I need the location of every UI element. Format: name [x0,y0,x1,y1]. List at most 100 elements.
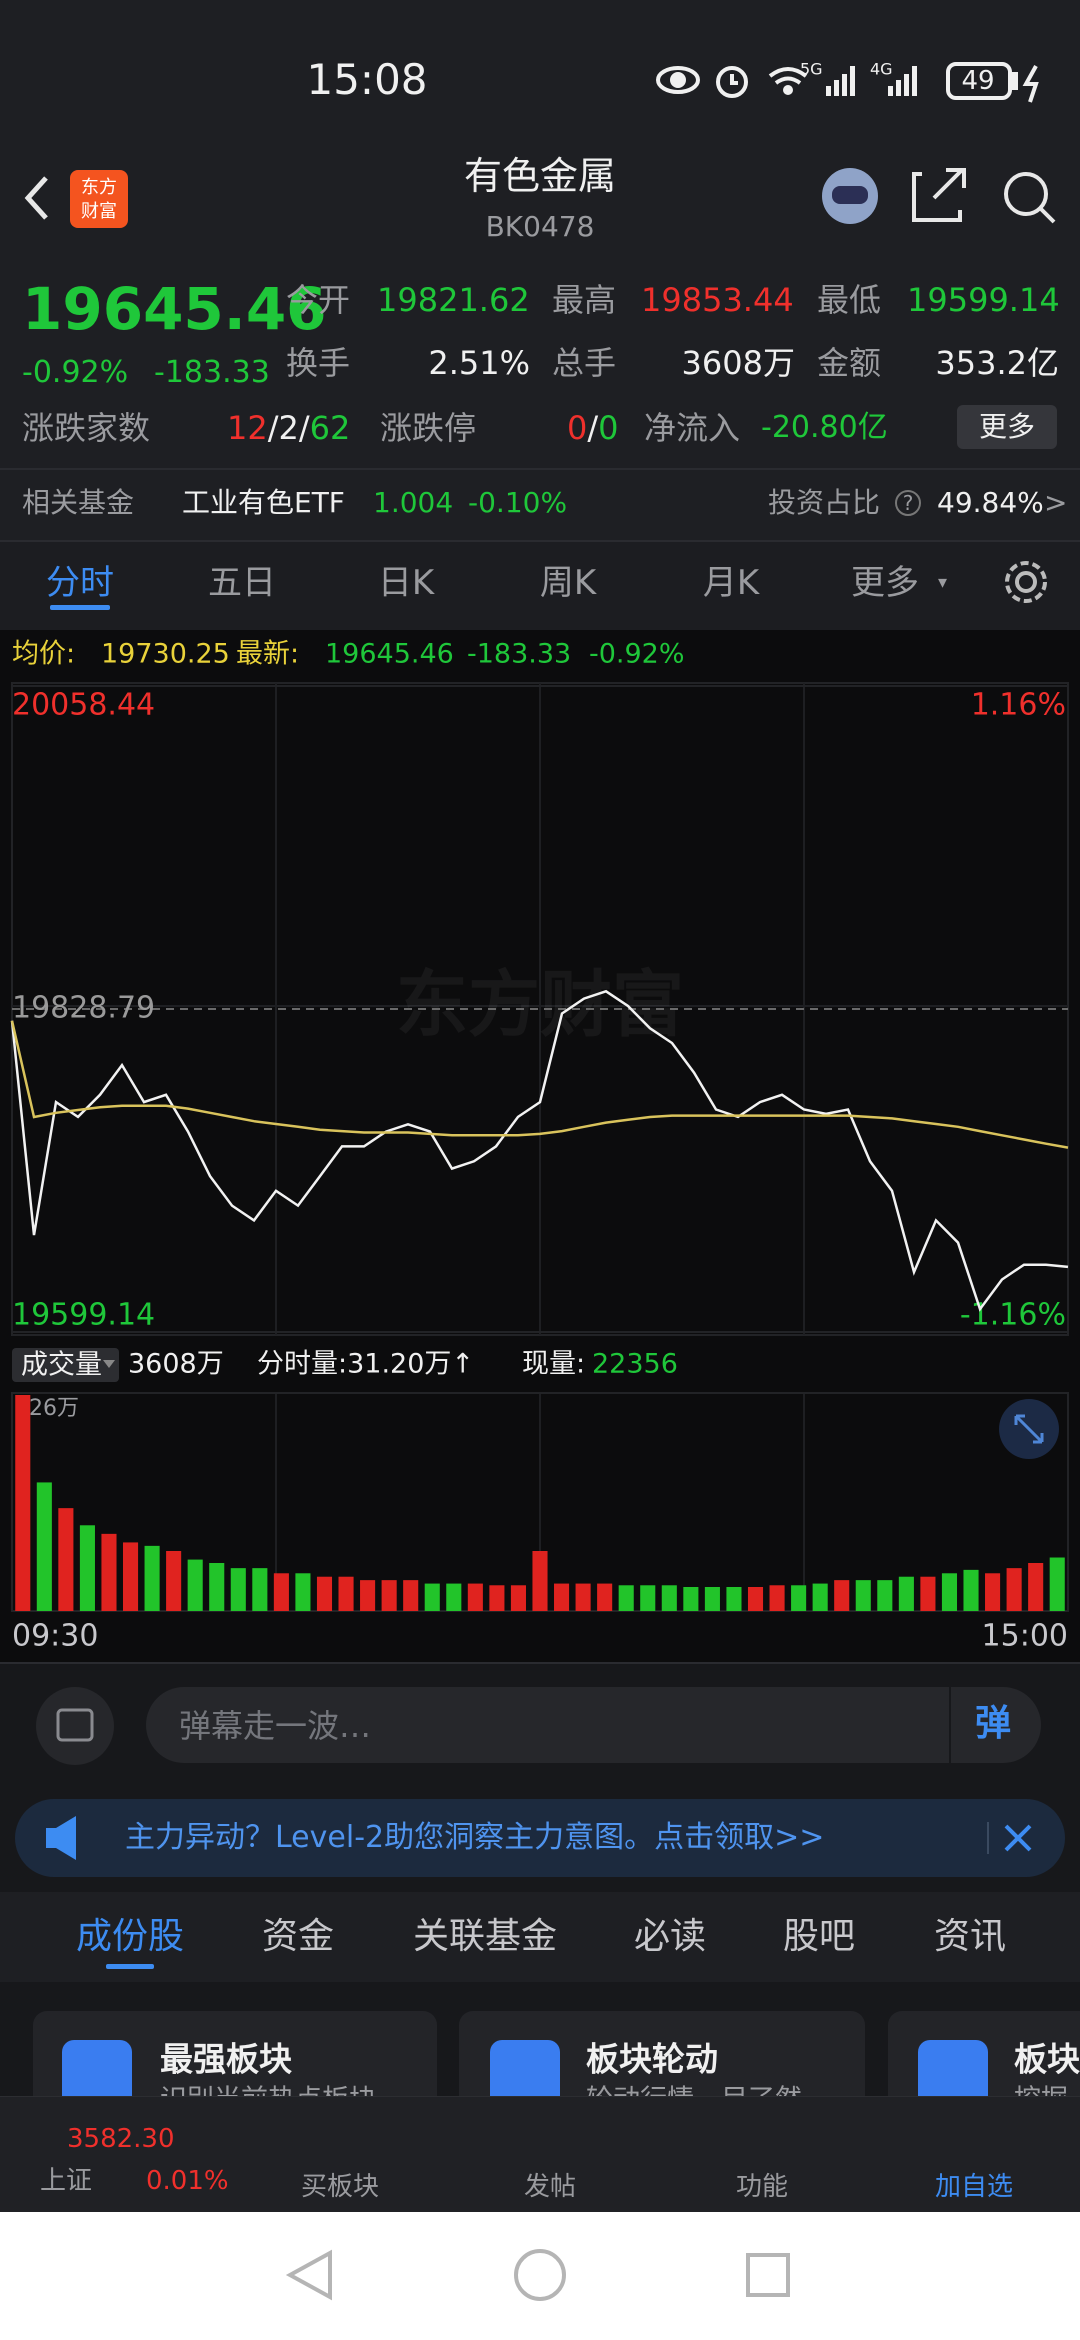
danmaku-button[interactable]: 弹 [974,1703,1012,1744]
volume-bar [683,1587,699,1611]
back-icon [24,176,48,220]
nav-item[interactable]: 功能 [735,2172,789,2202]
volume-bar [877,1580,893,1611]
robot-face [832,186,868,204]
volume-selector[interactable]: 成交量 [21,1349,102,1381]
stat-value: 2.51% [428,344,530,382]
volume-bar [834,1580,850,1611]
last-change-pct: -0.92% [589,638,685,670]
volume-bar [855,1580,871,1611]
volume-bar [941,1573,958,1611]
nav-item[interactable]: 加自选 [934,2172,1014,2202]
volume-bar [316,1576,333,1611]
volume-bar [726,1587,742,1611]
tab[interactable]: 月K [702,563,760,603]
card-icon [490,2040,560,2110]
volume-bar [230,1568,246,1611]
section-tab[interactable]: 关联基金 [412,1916,558,1957]
more-button[interactable]: 更多 [956,405,1058,449]
card-title: 板块 [1014,2039,1080,2079]
volume-bar [403,1580,419,1611]
y-tick-label: 19828.79 [12,991,155,1026]
last-value: 19645.46 [325,638,454,670]
banner-text[interactable]: 主力异动？Level-2助您洞察主力意图。点击领取>> [125,1820,825,1855]
volume-bar [187,1559,203,1611]
nav-item[interactable]: 买板块 [300,2172,380,2202]
y2-tick-label: -1.16% [960,1298,1066,1333]
fund-label: 相关基金 [22,486,135,519]
section-tab[interactable]: 股吧 [782,1916,856,1957]
nav-back[interactable] [285,2249,332,2301]
down-count: 62 [309,409,351,447]
volume-bar [597,1583,613,1611]
section-tab[interactable]: 成份股 [75,1916,185,1957]
separator: / [267,409,279,447]
volume-bar [963,1569,979,1611]
divider [0,468,1080,470]
comment-input[interactable] [146,1687,1041,1763]
volume-bar [209,1563,225,1611]
section-tab[interactable]: 必读 [633,1916,707,1957]
volume-bar [554,1583,570,1611]
volume-bar [985,1573,1001,1611]
stat-label: 今开 [286,281,351,319]
volume-bar [769,1585,785,1611]
tab[interactable]: 五日 [208,563,276,603]
last-label: 最新: [236,638,300,670]
tab-arrow: ▾ [938,572,948,593]
volume-total: 3608万 [128,1348,224,1380]
fund-name[interactable]: 工业有色ETF [182,486,345,519]
danmaku-toggle[interactable] [36,1687,114,1765]
danmaku-icon [56,1708,94,1742]
volume-bar [704,1587,720,1611]
chart-frame-verticals [12,683,1068,1611]
dropdown-arrow [103,1360,115,1368]
section-tab[interactable]: 资讯 [933,1916,1007,1957]
page-title: 有色金属 [463,154,617,198]
change-pct: -0.92% [22,355,129,390]
avg-value: 19730.25 [101,638,230,670]
up-count: 12 [227,409,268,447]
nav-home[interactable] [514,2249,566,2301]
close-icon[interactable] [1004,1824,1032,1852]
tab[interactable]: 日K [377,563,435,603]
tab[interactable]: 分时 [46,563,114,603]
volume-bar [79,1525,95,1611]
stat-label: 净流入 [644,409,741,447]
current-volume: 22356 [592,1348,678,1380]
x-tick-label: 15:00 [982,1619,1068,1654]
status-icons [656,62,1039,103]
y2-tick-label: 1.16% [971,688,1066,723]
stat-value: 3608万 [681,344,795,382]
tab[interactable]: 周K [539,563,597,603]
fund-price: 1.004 [373,486,454,519]
tab[interactable]: 更多 [851,563,919,603]
volume-bar [510,1585,526,1611]
logo-text: 财富 [81,201,117,222]
stat-label: 最低 [817,281,882,319]
system-nav-bg [0,2211,1080,2340]
index-change: 0.01% [146,2166,229,2196]
price-line [10,1020,1069,1149]
volume-selector-box [12,1348,119,1382]
card-icon [918,2040,988,2110]
current-label: 现量: [522,1348,586,1380]
nav-item[interactable]: 发帖 [523,2172,577,2202]
price: 19645.46 [22,275,327,343]
stat-label: 换手 [286,344,351,382]
avg-label: 均价: [12,638,76,670]
nav-recent[interactable] [746,2253,790,2297]
megaphone-icon [46,1816,76,1860]
banner-box[interactable] [15,1799,1065,1877]
breadth-values: 12/2/62 [227,412,350,444]
volume-bar [295,1573,311,1611]
volume-bar [144,1545,160,1611]
card-title: 最强板块 [160,2039,292,2079]
volume-bar [532,1551,548,1611]
limit-values: 0/0 [567,412,619,444]
logo-text: 东方 [81,177,117,198]
stat-value: -20.80亿 [761,410,888,445]
section-tab[interactable]: 资金 [261,1916,335,1957]
price-line [10,989,1069,1312]
